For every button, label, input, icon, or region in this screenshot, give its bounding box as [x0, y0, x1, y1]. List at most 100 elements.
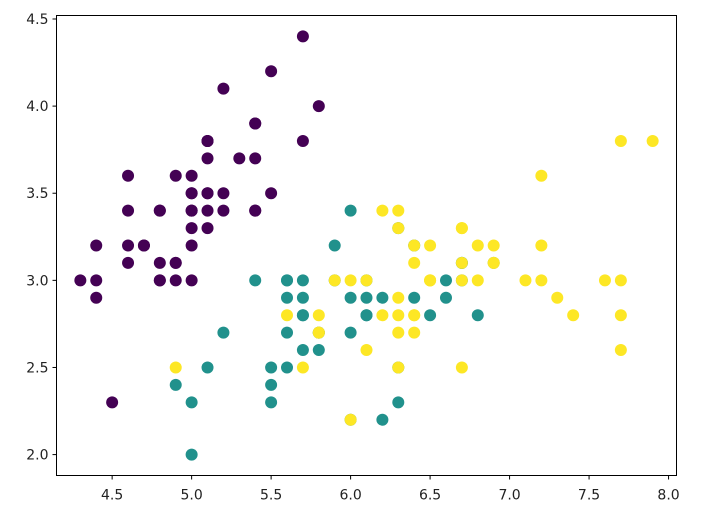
data-point — [153, 256, 166, 269]
y-tick-label: 4.5 — [26, 12, 48, 28]
data-point — [249, 274, 262, 287]
data-point — [519, 274, 532, 287]
data-point — [392, 326, 405, 339]
data-point — [535, 239, 548, 252]
data-point — [439, 274, 452, 287]
y-tick-label: 4.0 — [26, 99, 48, 115]
data-point — [281, 309, 294, 322]
y-axis: 2.0 2.5 3.0 3.5 4.0 4.5 — [26, 12, 57, 464]
data-point — [265, 65, 278, 78]
data-point — [392, 309, 405, 322]
data-point — [598, 274, 611, 287]
data-point — [249, 152, 262, 165]
data-point — [217, 187, 230, 200]
data-point — [233, 152, 246, 165]
data-point — [471, 274, 484, 287]
data-point — [408, 291, 421, 304]
data-point — [74, 274, 87, 287]
plot-area-frame — [56, 15, 677, 476]
data-point — [471, 239, 484, 252]
data-point — [201, 204, 214, 217]
data-point — [487, 239, 500, 252]
data-point — [281, 274, 294, 287]
data-point — [376, 413, 389, 426]
data-point — [185, 169, 198, 182]
data-point — [201, 361, 214, 374]
data-point — [185, 396, 198, 409]
data-point — [90, 239, 103, 252]
y-tick-label: 2.0 — [26, 448, 48, 464]
data-point — [455, 361, 468, 374]
data-point — [360, 291, 373, 304]
data-point — [281, 361, 294, 374]
data-point — [439, 291, 452, 304]
y-tick-label: 2.5 — [26, 360, 48, 376]
data-point — [296, 361, 309, 374]
data-point — [201, 152, 214, 165]
data-point — [392, 361, 405, 374]
data-point — [296, 30, 309, 43]
data-point — [122, 256, 135, 269]
data-point — [344, 326, 357, 339]
x-tick-label: 5.0 — [180, 488, 202, 504]
x-tick-label: 7.5 — [578, 488, 600, 504]
data-point — [296, 274, 309, 287]
data-point — [487, 256, 500, 269]
data-point — [392, 396, 405, 409]
y-tick-label: 3.5 — [26, 186, 48, 202]
data-point — [551, 291, 564, 304]
data-point — [296, 291, 309, 304]
x-tick-label: 5.5 — [260, 488, 282, 504]
data-point — [296, 344, 309, 357]
x-tick-label: 6.5 — [419, 488, 441, 504]
data-point — [90, 274, 103, 287]
data-point — [360, 344, 373, 357]
data-point — [376, 204, 389, 217]
data-point — [344, 204, 357, 217]
data-point — [408, 326, 421, 339]
data-point — [392, 222, 405, 235]
data-point — [281, 291, 294, 304]
data-point — [614, 134, 627, 147]
data-point — [408, 239, 421, 252]
data-point — [169, 274, 182, 287]
data-point — [249, 204, 262, 217]
data-point — [169, 256, 182, 269]
data-point — [424, 239, 437, 252]
data-point — [376, 309, 389, 322]
x-tick-label: 7.0 — [498, 488, 520, 504]
data-point — [392, 204, 405, 217]
data-point — [312, 100, 325, 113]
data-point — [169, 169, 182, 182]
data-point — [328, 239, 341, 252]
data-point — [376, 291, 389, 304]
data-point — [424, 309, 437, 322]
data-point — [614, 344, 627, 357]
data-point — [217, 326, 230, 339]
data-point — [169, 361, 182, 374]
data-point — [344, 274, 357, 287]
data-point — [169, 378, 182, 391]
data-point — [424, 274, 437, 287]
data-point — [265, 361, 278, 374]
data-point — [455, 274, 468, 287]
data-point — [328, 274, 341, 287]
data-point — [185, 222, 198, 235]
data-point — [360, 309, 373, 322]
data-point — [646, 134, 659, 147]
data-point — [201, 134, 214, 147]
data-point — [296, 309, 309, 322]
data-point — [360, 274, 373, 287]
data-point — [185, 448, 198, 461]
data-point — [217, 204, 230, 217]
x-tick-label: 8.0 — [657, 488, 679, 504]
data-point — [567, 309, 580, 322]
data-point — [312, 326, 325, 339]
data-point — [185, 187, 198, 200]
data-point — [408, 256, 421, 269]
data-point — [312, 309, 325, 322]
data-point — [122, 204, 135, 217]
data-point — [455, 222, 468, 235]
data-point — [471, 309, 484, 322]
